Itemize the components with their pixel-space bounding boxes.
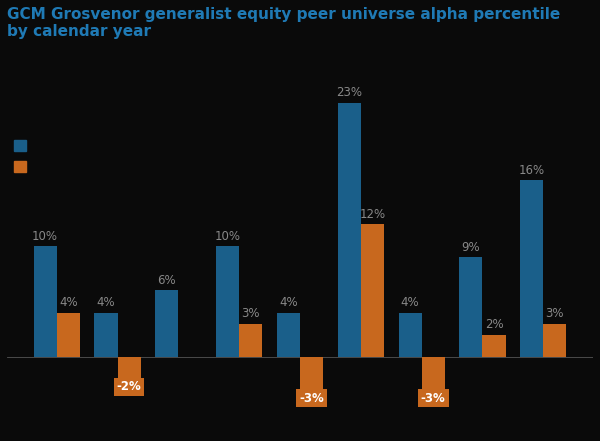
Text: 3%: 3%: [241, 307, 260, 320]
Bar: [277, 313, 300, 357]
Bar: [422, 357, 445, 390]
Bar: [482, 335, 506, 357]
Text: 4%: 4%: [279, 296, 298, 309]
Bar: [361, 224, 384, 357]
Bar: [34, 246, 56, 357]
Text: 2%: 2%: [485, 318, 503, 331]
Text: -3%: -3%: [299, 392, 324, 404]
Bar: [544, 324, 566, 357]
Text: 12%: 12%: [359, 208, 385, 221]
Text: 4%: 4%: [97, 296, 115, 309]
Bar: [398, 313, 422, 357]
Bar: [300, 357, 323, 390]
Bar: [216, 246, 239, 357]
Bar: [155, 291, 178, 357]
Bar: [118, 357, 140, 379]
Text: 6%: 6%: [157, 274, 176, 287]
Text: 9%: 9%: [461, 241, 480, 254]
Text: 4%: 4%: [59, 296, 77, 309]
Text: 10%: 10%: [215, 230, 241, 243]
Text: 23%: 23%: [336, 86, 362, 99]
Text: -2%: -2%: [117, 381, 142, 393]
Bar: [520, 180, 544, 357]
Text: 10%: 10%: [32, 230, 58, 243]
Text: 3%: 3%: [545, 307, 564, 320]
Text: -3%: -3%: [421, 392, 446, 404]
Bar: [239, 324, 262, 357]
Text: 16%: 16%: [518, 164, 545, 177]
Bar: [94, 313, 118, 357]
Bar: [56, 313, 80, 357]
Text: GCM Grosvenor generalist equity peer universe alpha percentile
by calendar year: GCM Grosvenor generalist equity peer uni…: [7, 7, 560, 39]
Legend: , : ,: [14, 139, 37, 174]
Bar: [460, 258, 482, 357]
Text: 4%: 4%: [401, 296, 419, 309]
Bar: [338, 103, 361, 357]
